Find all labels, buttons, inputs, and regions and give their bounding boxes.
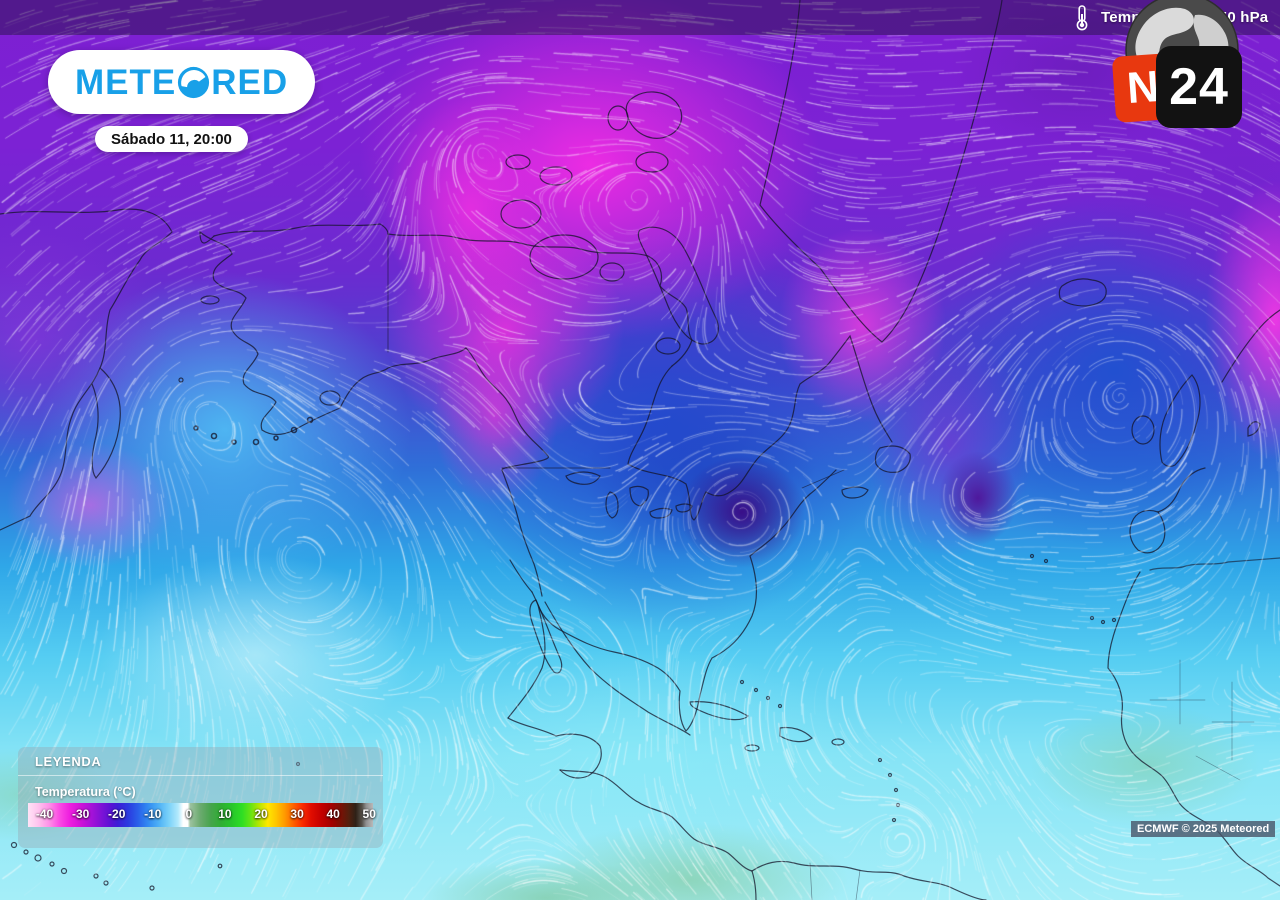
colorbar-tick: -20 xyxy=(108,807,126,821)
attribution-badge: ECMWF © 2025 Meteored xyxy=(1131,821,1276,837)
colorbar-tick: 40 xyxy=(326,807,340,821)
n24-24-badge: 24 xyxy=(1156,46,1242,128)
date-badge: Sábado 11, 20:00 xyxy=(95,126,248,152)
n24-number: 24 xyxy=(1169,58,1229,116)
top-bar xyxy=(0,0,1280,35)
colorbar-tick: 10 xyxy=(218,807,232,821)
meteored-logo-text-left: METE xyxy=(75,62,177,102)
meteored-logo-text-right: RED xyxy=(211,62,289,102)
thermometer-icon xyxy=(1076,5,1088,31)
colorbar-tick: 20 xyxy=(254,807,268,821)
temperature-colorbar: -40 -30 -20 -10 0 10 20 30 40 50 xyxy=(28,803,376,827)
n24-logo: N 24 xyxy=(1111,44,1242,130)
colorbar-tick: 30 xyxy=(290,807,304,821)
legend-divider xyxy=(18,775,383,776)
colorbar-tick: -10 xyxy=(144,807,162,821)
meteored-logo: METE RED xyxy=(48,50,316,114)
colorbar-tick: 0 xyxy=(185,807,193,821)
colorbar-tick: -40 xyxy=(35,807,54,821)
legend-panel: LEYENDA Temperatura (°C) -40 -30 -20 -10 0 10… xyxy=(18,747,383,848)
colorbar-tick: -30 xyxy=(71,807,90,821)
legend-title: LEYENDA xyxy=(35,754,102,769)
meteored-o-globe-icon xyxy=(178,66,210,98)
date-label: Sábado 11, 20:00 xyxy=(111,130,232,148)
legend-variable-label: Temperatura (°C) xyxy=(35,785,136,799)
colorbar-tick: 50 xyxy=(362,807,376,821)
